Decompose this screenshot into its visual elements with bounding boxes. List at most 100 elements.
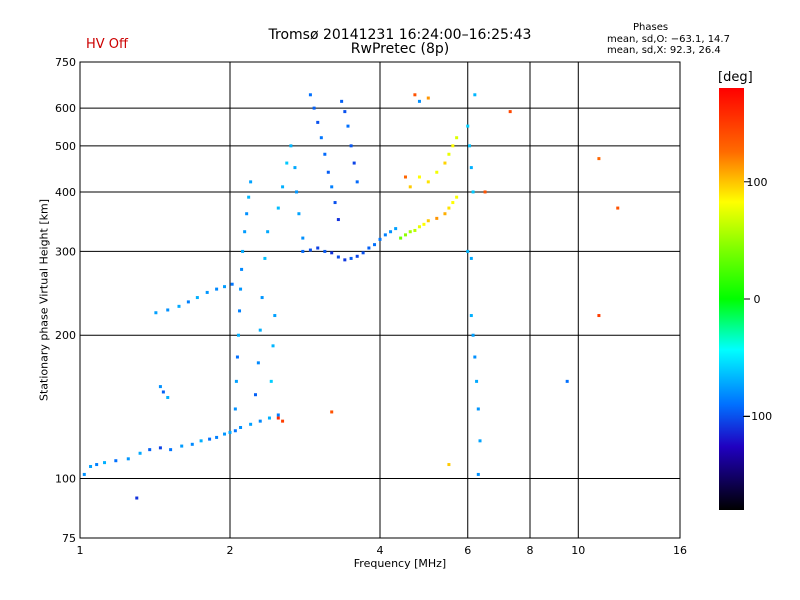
data-point <box>326 170 330 174</box>
data-point <box>199 439 203 443</box>
data-point <box>249 422 253 426</box>
data-point <box>95 463 99 467</box>
data-point <box>135 496 139 500</box>
data-point <box>476 407 480 411</box>
data-point <box>266 230 270 234</box>
data-point <box>233 407 237 411</box>
data-point <box>253 393 257 397</box>
data-point <box>471 190 475 194</box>
data-point <box>333 201 337 205</box>
colorbar-tick-label: 0 <box>754 293 761 306</box>
data-point <box>399 236 403 240</box>
data-point <box>114 459 118 463</box>
data-point <box>336 255 340 259</box>
data-point <box>373 243 377 247</box>
data-point <box>223 432 227 436</box>
data-point <box>285 161 289 165</box>
x-tick-label: 4 <box>377 544 384 557</box>
data-point <box>154 311 158 315</box>
data-point <box>447 206 451 210</box>
y-axis-ticks: 75 100 200 300 400 500 600 750 <box>55 56 76 545</box>
data-point <box>426 96 430 100</box>
data-point <box>195 296 199 300</box>
data-point <box>597 157 601 161</box>
data-point <box>469 166 473 170</box>
data-point <box>389 230 393 234</box>
data-point <box>343 258 347 262</box>
y-tick-label: 750 <box>55 56 76 69</box>
x-tick-label: 16 <box>673 544 687 557</box>
data-point <box>228 430 232 434</box>
y-tick-label: 100 <box>55 473 76 486</box>
data-point <box>403 175 407 179</box>
data-point <box>316 120 320 124</box>
hv-status-label: HV Off <box>86 37 128 52</box>
x-tick-label: 1 <box>77 544 84 557</box>
x-axis-ticks: 1 2 4 6 8 10 16 <box>77 544 688 557</box>
data-point <box>417 175 421 179</box>
colorbar-tick-label: −100 <box>742 410 772 423</box>
data-point <box>263 256 267 260</box>
data-point <box>352 161 356 165</box>
data-point <box>249 180 253 184</box>
data-point <box>383 233 387 237</box>
y-tick-label: 300 <box>55 245 76 258</box>
data-point <box>297 212 301 216</box>
data-point <box>483 190 487 194</box>
data-point <box>413 93 417 97</box>
data-point <box>158 385 162 389</box>
data-point <box>138 451 142 455</box>
data-point <box>323 249 327 253</box>
data-point <box>301 249 305 253</box>
data-point <box>281 419 285 423</box>
data-point <box>447 463 451 467</box>
data-point <box>169 448 173 452</box>
data-point <box>234 379 238 383</box>
data-point <box>245 212 249 216</box>
data-point <box>312 106 316 110</box>
data-point <box>473 93 477 97</box>
data-point <box>616 206 620 210</box>
data-point <box>408 230 412 234</box>
x-tick-label: 8 <box>527 544 534 557</box>
data-point <box>269 379 273 383</box>
data-point <box>468 144 472 148</box>
data-point <box>223 285 227 289</box>
data-point <box>293 166 297 170</box>
data-point <box>355 180 359 184</box>
data-point <box>190 442 194 446</box>
data-point <box>238 309 242 313</box>
data-point <box>215 435 219 439</box>
data-point <box>276 413 280 417</box>
data-point <box>208 437 212 441</box>
data-point <box>336 218 340 222</box>
data-point <box>426 180 430 184</box>
data-point <box>422 222 426 226</box>
x-tick-label: 2 <box>227 544 234 557</box>
y-tick-label: 400 <box>55 186 76 199</box>
data-point <box>435 170 439 174</box>
data-point <box>451 144 455 148</box>
data-point <box>443 161 447 165</box>
data-point <box>267 416 271 420</box>
data-point <box>413 228 417 232</box>
data-point <box>343 110 347 114</box>
data-point <box>597 314 601 318</box>
data-point <box>158 446 162 450</box>
data-point <box>289 144 293 148</box>
data-point <box>258 419 262 423</box>
data-point <box>236 333 240 337</box>
data-point <box>469 314 473 318</box>
data-points <box>82 93 620 500</box>
data-point <box>349 144 353 148</box>
data-point <box>316 246 320 250</box>
data-point <box>403 233 407 237</box>
data-point <box>166 395 170 399</box>
data-point <box>281 185 285 189</box>
data-point <box>166 308 170 312</box>
data-point <box>451 201 455 205</box>
y-tick-label: 500 <box>55 140 76 153</box>
x-tick-label: 6 <box>464 544 471 557</box>
y-tick-label: 200 <box>55 329 76 342</box>
data-point <box>469 256 473 260</box>
